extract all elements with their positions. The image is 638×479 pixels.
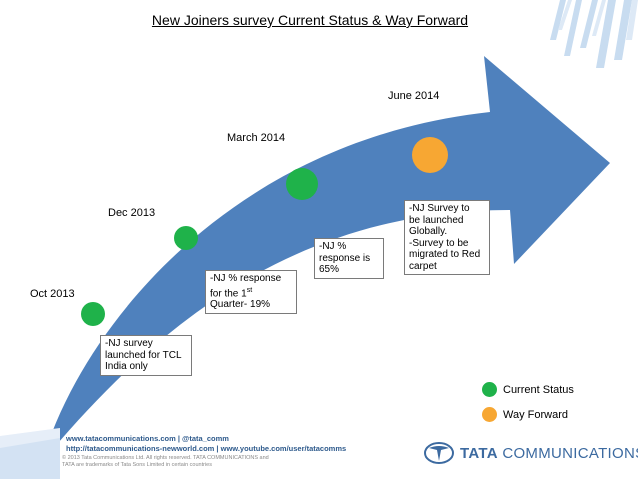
decorative-stripes xyxy=(550,0,638,68)
legend-swatch-current-status xyxy=(482,382,497,397)
curved-arrow xyxy=(42,56,610,462)
tata-logo-icon xyxy=(424,442,454,464)
note-line: be launched xyxy=(409,214,464,226)
footer-link-line[interactable]: www.tatacommunications.com | @tata_comm xyxy=(66,434,229,443)
note-box-dec-2013: -NJ % response for the 1st Quarter- 19% xyxy=(205,270,297,314)
note-line: launched for TCL xyxy=(105,349,182,361)
footer-decorative-band xyxy=(0,428,60,479)
date-label-march-2014: March 2014 xyxy=(227,132,286,144)
date-label-dec-2013: Dec 2013 xyxy=(108,207,156,219)
logo-wordmark-bold: TATA xyxy=(460,444,498,462)
tata-communications-logo: TATA COMMUNICATIONS xyxy=(424,442,638,464)
note-line: carpet xyxy=(409,260,437,272)
logo-wordmark: TATA COMMUNICATIONS xyxy=(460,445,638,462)
note-line: -NJ % response xyxy=(210,273,282,284)
logo-wordmark-rest: COMMUNICATIONS xyxy=(502,444,638,462)
footer-legal: © 2013 Tata Communications Ltd. All righ… xyxy=(62,455,269,469)
note-line: Quarter- 19% xyxy=(210,299,271,311)
milestone-marker-march-2014 xyxy=(286,168,318,200)
ordinal-suffix: st xyxy=(246,286,253,294)
legend-current-status: Current Status xyxy=(482,382,574,397)
note-line: for the 1st xyxy=(210,286,253,299)
milestone-marker-dec-2013 xyxy=(174,226,198,250)
date-label-oct-2013: Oct 2013 xyxy=(30,288,75,300)
milestone-marker-june-2014 xyxy=(412,137,448,173)
note-line: India only xyxy=(105,361,148,372)
note-line: -NJ % xyxy=(319,241,347,252)
note-line: -Survey to be xyxy=(409,237,469,249)
note-box-oct-2013: -NJ survey launched for TCL India only xyxy=(100,335,192,376)
page-title: New Joiners survey Current Status & Way … xyxy=(151,12,469,28)
note-box-march-2014: -NJ % response is 65% xyxy=(314,238,384,279)
footer-link-line[interactable]: http://tatacommunications-newworld.com |… xyxy=(66,444,347,453)
date-label-june-2014: June 2014 xyxy=(388,90,440,102)
note-line: Globally. xyxy=(409,226,448,237)
note-box-june-2014: -NJ Survey to be launched Globally. -Sur… xyxy=(404,200,490,275)
legend-way-forward: Way Forward xyxy=(482,407,568,422)
note-line: 65% xyxy=(319,264,340,275)
note-line: -NJ Survey to xyxy=(409,203,470,214)
legal-line: © 2013 Tata Communications Ltd. All righ… xyxy=(62,455,269,461)
note-line: -NJ survey xyxy=(105,338,153,349)
milestone-marker-oct-2013 xyxy=(81,302,105,326)
legend-label: Current Status xyxy=(503,383,574,396)
legal-line: TATA are trademarks of Tata Sons Limited… xyxy=(62,462,212,468)
note-line: response is xyxy=(319,252,371,264)
legend-label: Way Forward xyxy=(503,408,568,421)
legend-swatch-way-forward xyxy=(482,407,497,422)
footer-links: www.tatacommunications.com | @tata_comm … xyxy=(66,434,346,454)
note-line: migrated to Red xyxy=(409,249,481,260)
